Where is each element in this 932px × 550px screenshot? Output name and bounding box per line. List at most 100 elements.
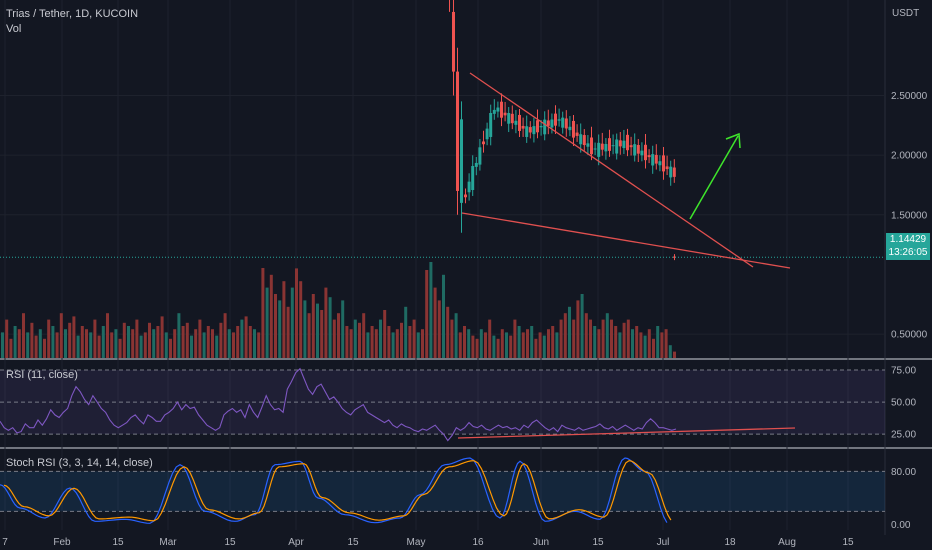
volume-bar <box>43 338 46 358</box>
volume-bar <box>500 329 504 358</box>
volume-bar <box>467 329 471 358</box>
candle-body <box>669 166 673 178</box>
candle-body <box>546 120 550 126</box>
candle-body <box>510 113 514 124</box>
candle-body <box>514 120 518 125</box>
volume-bar <box>307 313 311 358</box>
volume-bar <box>257 332 261 358</box>
volume-bar <box>492 335 496 358</box>
volume-bar <box>181 326 185 358</box>
candle-body <box>579 134 583 145</box>
volume-bar <box>93 319 97 358</box>
volume-bar <box>72 316 76 358</box>
volume-bar <box>622 322 626 358</box>
volume-bar <box>232 332 235 358</box>
x-tick-label: Aug <box>778 537 796 548</box>
volume-bar <box>290 287 294 358</box>
volume-bar <box>26 332 30 358</box>
rsi-line <box>0 367 677 442</box>
volume-bar <box>614 326 618 358</box>
volume-bar <box>374 329 378 358</box>
candle-body <box>590 137 593 155</box>
rsi-legend[interactable]: RSI (11, close) <box>6 369 78 381</box>
volume-bar <box>131 329 135 358</box>
rsi-pane <box>0 367 885 442</box>
volume-bar <box>589 319 592 358</box>
candle-body <box>636 144 640 154</box>
candle-body <box>482 141 485 145</box>
volume-bar <box>559 319 563 358</box>
x-tick-label: Jun <box>533 537 549 548</box>
breakout-arrowhead <box>725 132 741 149</box>
volume-bar <box>458 332 462 358</box>
volume-bar <box>311 294 315 358</box>
candle-body <box>521 125 525 129</box>
volume-bar <box>429 262 433 358</box>
volume-bar <box>664 329 668 358</box>
candle-body <box>568 126 572 131</box>
volume-bar <box>332 319 336 358</box>
volume-bar <box>366 332 370 358</box>
rsi-tick-label: 75.00 <box>891 365 916 376</box>
volume-bar <box>9 338 13 358</box>
volume-bar <box>530 326 534 358</box>
volume-bar <box>446 306 450 358</box>
volume-bar <box>580 294 584 358</box>
currency-label[interactable]: USDT <box>892 8 920 19</box>
volume-bar <box>248 326 252 358</box>
volume-bar <box>89 332 93 358</box>
volume-bar <box>110 332 114 358</box>
candle-body <box>658 161 662 166</box>
volume-bar <box>517 326 521 358</box>
candle-body <box>561 117 565 128</box>
volume-bar <box>555 332 559 358</box>
volume-bar <box>643 335 647 358</box>
candle-body <box>586 143 590 147</box>
candle-body <box>582 135 586 146</box>
volume-bar <box>618 332 622 358</box>
drawing-overlay <box>0 72 885 269</box>
rsi-tick-label: 50.00 <box>891 398 916 409</box>
candle-body <box>485 128 489 140</box>
volume-bar <box>269 274 273 358</box>
volume-bar <box>660 332 664 358</box>
stoch-rsi-legend[interactable]: Stoch RSI (3, 3, 14, 14, close) <box>6 457 153 469</box>
volume-bar <box>139 335 143 358</box>
symbol-legend[interactable]: Trias / Tether, 1D, KUCOIN <box>6 8 139 20</box>
candle-body <box>626 134 629 151</box>
volume-bar <box>261 268 265 358</box>
volume-legend[interactable]: Vol <box>6 23 22 35</box>
volume-bar <box>274 294 277 358</box>
candle-body <box>456 71 459 191</box>
volume-bar <box>635 326 639 358</box>
candle-body <box>604 144 608 152</box>
y-tick-label: 1.50000 <box>891 210 928 221</box>
volume-bar <box>194 329 198 358</box>
volume-bar <box>408 326 412 358</box>
volume-bar <box>190 335 193 358</box>
wedge-lower-trendline <box>461 212 791 269</box>
volume-bar <box>488 319 492 358</box>
volume-bar <box>505 332 508 358</box>
wedge-upper-trendline <box>469 72 754 268</box>
candle-body <box>644 144 647 161</box>
candle-body <box>489 112 493 137</box>
candle-body <box>622 140 626 149</box>
volume-bar <box>568 306 571 358</box>
x-tick-label: 15 <box>112 537 124 548</box>
volume-bar <box>17 329 21 358</box>
volume-bar <box>316 303 319 358</box>
volume-bar <box>173 329 177 358</box>
volume-bar <box>547 329 550 358</box>
candle-body <box>507 112 511 124</box>
candle-body <box>673 256 676 258</box>
candle-body <box>525 126 529 137</box>
candle-body <box>629 145 633 148</box>
volume-bar <box>244 316 248 358</box>
x-tick-label: 15 <box>842 537 854 548</box>
volume-bar <box>152 329 156 358</box>
volume-bar <box>236 326 240 358</box>
volume-bar <box>324 287 328 358</box>
volume-bar <box>551 326 555 358</box>
